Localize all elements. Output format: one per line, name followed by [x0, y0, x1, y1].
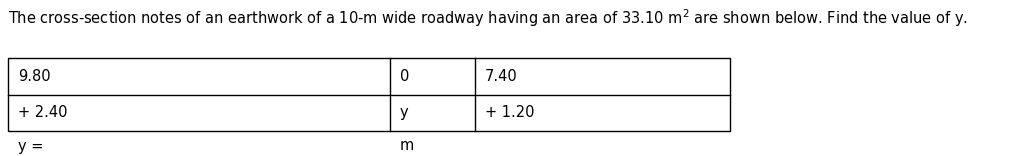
Text: y: y	[400, 105, 408, 120]
Text: 7.40: 7.40	[485, 69, 518, 84]
Text: + 1.20: + 1.20	[485, 105, 535, 120]
Text: 0: 0	[400, 69, 409, 84]
Text: y =: y =	[18, 139, 43, 154]
Text: 9.80: 9.80	[18, 69, 51, 84]
Text: m: m	[400, 139, 415, 154]
Text: + 2.40: + 2.40	[18, 105, 67, 120]
Text: The cross-section notes of an earthwork of a 10-m wide roadway having an area of: The cross-section notes of an earthwork …	[8, 7, 968, 29]
Bar	[8, 58, 730, 131]
